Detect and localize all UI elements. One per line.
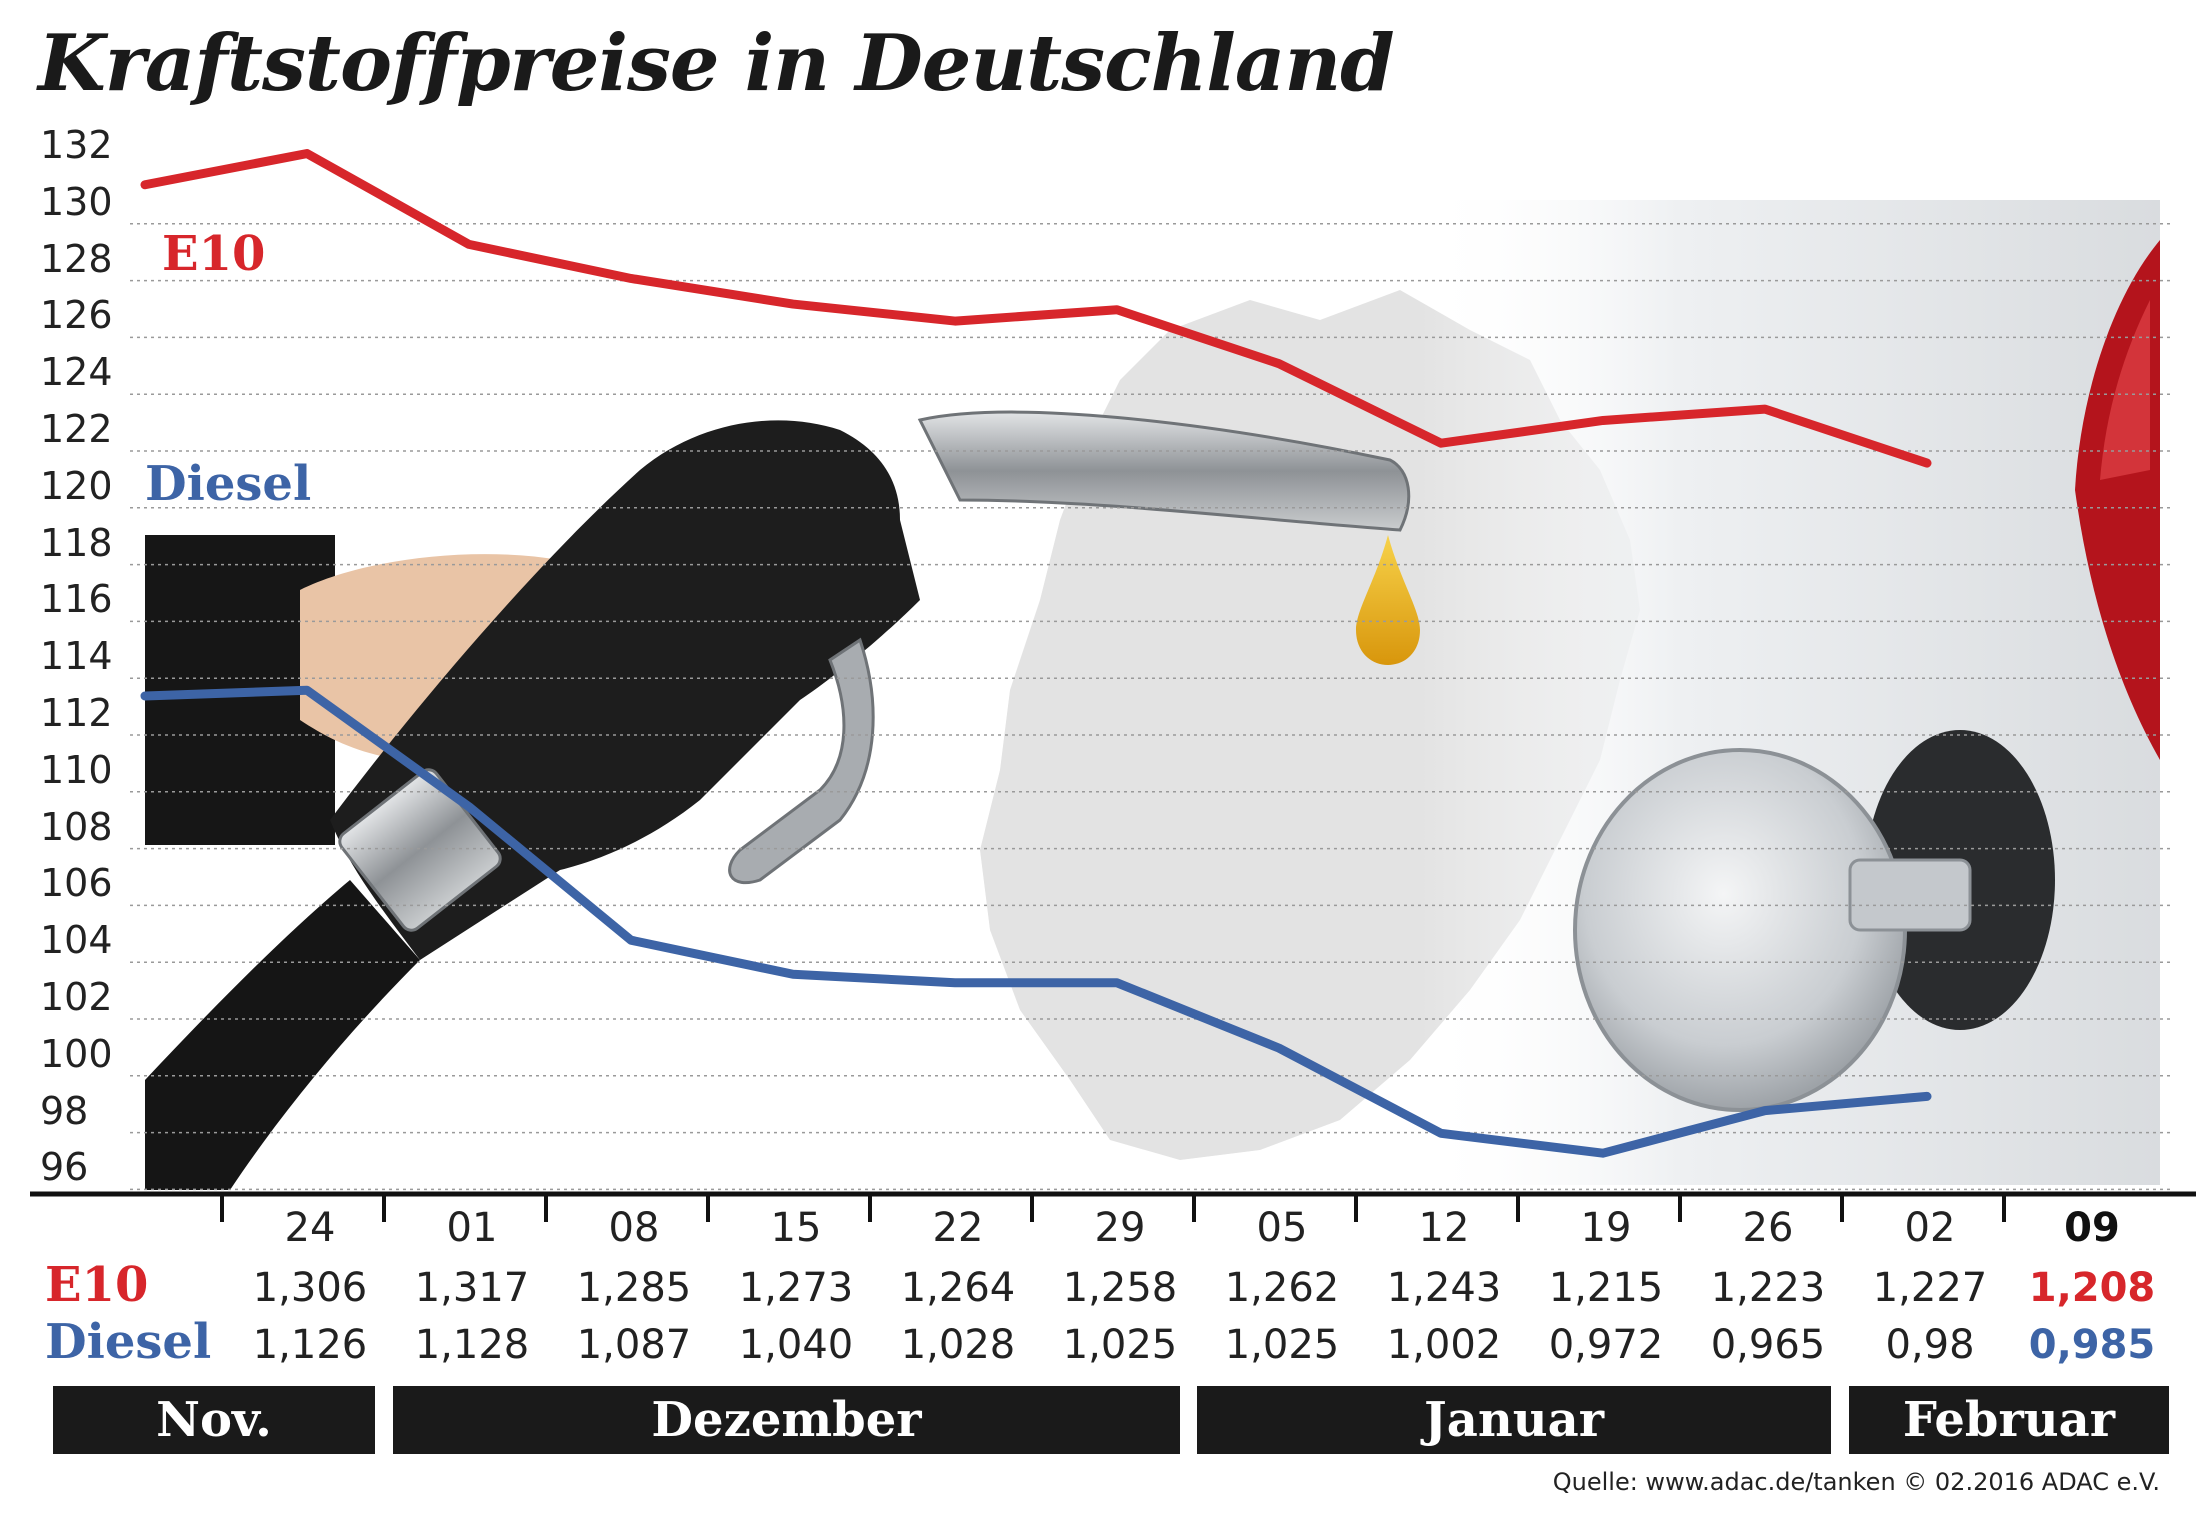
diesel-line [140,685,1932,1158]
e10-price-value: 1,273 [738,1265,854,1311]
x-tick-label: 01 [446,1205,498,1251]
y-tick-label: 112 [40,691,113,735]
e10-row-label: E10 [45,1257,149,1313]
diesel-price-value: 0,972 [1548,1322,1664,1368]
x-tick-label: 15 [770,1205,822,1251]
fuel-drop-icon [1356,535,1420,665]
car-taillight-highlight-icon [2100,300,2150,480]
month-bar-februar: Februar [1849,1386,2169,1454]
e10-line [140,149,1932,468]
diesel-price-value: 1,087 [576,1322,692,1368]
y-tick-label: 124 [40,350,113,395]
source-note: Quelle: www.adac.de/tanken © 02.2016 ADA… [1552,1468,2160,1496]
y-tick-label: 96 [40,1145,89,1190]
y-tick-label: 108 [40,804,113,849]
diesel-price-value: 1,126 [252,1322,368,1368]
hose-coupling-icon [338,768,502,932]
diesel-price-value: 1,040 [738,1322,854,1368]
diesel-price-value: 0,985 [2028,1322,2156,1368]
x-tick-label: 12 [1418,1205,1470,1251]
diesel-price-value: 1,002 [1386,1322,1502,1368]
series-lines [140,149,1932,1158]
diesel-price-value: 1,128 [414,1322,530,1368]
nozzle-spout-icon [917,410,1411,532]
y-tick-label: 130 [40,179,113,224]
y-tick-label: 106 [40,861,113,906]
diesel-price-value: 0,98 [1885,1322,1975,1368]
diesel-price-value: 1,028 [900,1322,1016,1368]
e10-price-value: 1,227 [1872,1265,1988,1311]
y-tick-label: 126 [40,293,113,338]
y-tick-label: 104 [40,918,113,963]
e10-price-value: 1,306 [252,1265,368,1311]
nozzle-trigger-icon [728,637,875,885]
y-tick-label: 114 [40,634,113,679]
x-tick-label: 29 [1094,1205,1146,1251]
background-illustration [145,200,2160,1190]
diesel-price-value: 1,025 [1062,1322,1178,1368]
y-tick-label: 118 [40,520,113,565]
e10-price-value: 1,215 [1548,1265,1664,1311]
e10-price-value: 1,262 [1224,1265,1340,1311]
y-tick-label: 132 [40,123,113,167]
y-tick-label: 122 [40,407,113,451]
fuel-cap-hinge-icon [1848,858,1972,932]
e10-price-value: 1,285 [576,1265,692,1311]
e10-price-value: 1,264 [900,1265,1016,1311]
diesel-row-label: Diesel [45,1314,212,1370]
e10-price-value: 1,258 [1062,1265,1178,1311]
x-tick-label: 22 [932,1205,984,1251]
e10-price-value: 1,317 [414,1265,530,1311]
e10-price-value: 1,243 [1386,1265,1502,1311]
x-tick-label: 19 [1580,1205,1632,1251]
y-tick-label: 110 [40,747,113,792]
y-tick-label: 102 [40,975,113,1019]
y-tick-label: 100 [40,1031,113,1076]
diesel-price-value: 1,025 [1224,1322,1340,1368]
x-tick-label: 26 [1742,1205,1794,1251]
y-tick-label: 98 [40,1088,89,1133]
fuel-hose-icon [145,880,420,1190]
y-tick-label: 120 [40,463,113,508]
page-title: Kraftstoffpreise in Deutschland [38,18,1395,109]
diesel-series-label: Diesel [145,456,312,512]
x-tick-label: 08 [608,1205,660,1251]
month-bar-januar: Januar [1197,1386,1831,1454]
y-tick-label: 128 [40,236,113,281]
month-bar-nov: Nov. [53,1386,375,1454]
x-tick-label: 24 [284,1205,336,1251]
e10-series-label: E10 [162,226,266,282]
x-tick-marks [220,1194,2006,1222]
month-bar-dezember: Dezember [393,1386,1180,1454]
diesel-price-value: 0,965 [1710,1322,1826,1368]
x-tick-label: 02 [1904,1205,1956,1251]
e10-price-value: 1,223 [1710,1265,1826,1311]
e10-price-value: 1,208 [2028,1265,2156,1311]
y-tick-label: 116 [40,577,113,622]
x-tick-label: 05 [1256,1205,1308,1251]
x-tick-label: 09 [2064,1205,2120,1251]
